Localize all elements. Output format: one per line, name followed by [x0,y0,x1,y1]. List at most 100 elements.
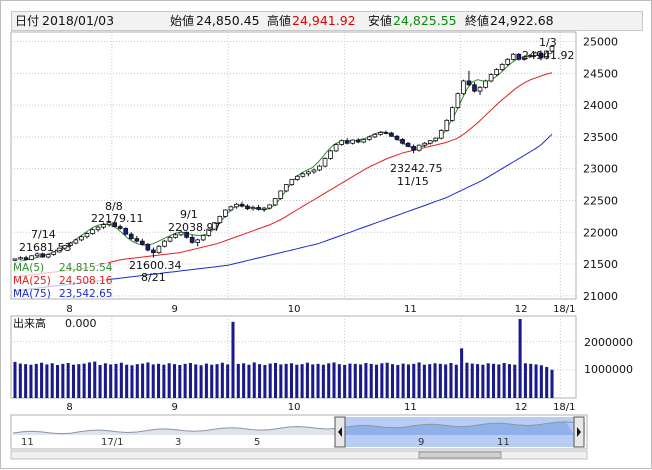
candle [256,204,261,211]
y-tick-21500: 21500 [583,258,618,271]
y-tick-22500: 22500 [583,194,618,207]
annotation-7-14-value: 21681.53 [19,241,72,254]
candle-body [339,140,344,145]
candle-body [239,203,245,207]
x-tick-18/1: 18/1 [553,304,575,315]
high-label: 高値 [267,14,292,28]
navigator-scrollbar-track[interactable] [10,450,588,460]
candle-body [416,144,422,151]
candle [533,51,538,57]
candle [217,215,223,224]
candle-body [84,233,90,238]
candle [544,50,549,60]
volume-bar [518,319,522,398]
volume-bar [401,363,405,398]
candle-body [178,231,184,236]
navigator-series [12,417,586,447]
candle-body [162,240,167,247]
candle-body [101,224,106,228]
candle [499,63,505,71]
candle [123,227,129,236]
candle [128,232,134,240]
volume-bar [236,363,240,398]
volume-bar [93,361,97,398]
volume-bar [40,362,44,398]
candle-body [106,222,112,226]
candle [306,170,311,177]
candle-body [95,226,101,231]
candle [466,70,472,87]
candle [521,55,527,61]
price-panel [10,31,577,300]
volume-bar [24,364,28,398]
chevron-left-icon [338,427,342,437]
volume-bar [433,363,437,398]
annotation-1-3-value: 24941.92 [522,49,575,62]
chevron-right-icon [577,427,581,437]
candle [29,255,34,261]
candle [405,141,411,148]
candle-body [173,234,178,238]
candle [261,206,267,212]
candle [23,255,29,261]
candle-body [283,184,289,192]
candle [372,133,378,139]
candle-body [151,249,156,253]
candle [112,221,117,228]
ohlc-header: 日付 2018/01/03 始値 24,850.45 高値 24,941.92 … [11,11,643,31]
volume-bar [481,364,485,398]
volume-bar [444,364,448,398]
candle-body [40,253,46,258]
candle-body [90,229,95,234]
navigator-right-handle[interactable] [573,416,585,448]
candle [400,138,405,145]
candle-body [145,243,151,251]
volume-bar [98,364,102,398]
x-tick-9: 9 [172,304,178,315]
volume-bar [268,363,272,398]
volume-bar [167,363,171,398]
volume-bar [279,364,283,398]
candle-body [206,228,212,236]
volume-bar [412,363,416,398]
volume-bar [534,364,538,398]
volume-bar [545,366,549,398]
candle-body [477,86,483,92]
volume-bar [103,363,107,398]
annotation-11-15-date: 11/15 [397,175,429,188]
navigator-scrollbar-thumb[interactable] [418,451,502,459]
candle-body [527,55,533,58]
open-label: 始値 [170,14,195,28]
candle-body [217,215,223,224]
volume-bar [130,365,134,398]
candle-body [433,137,439,142]
candle-body [438,130,444,139]
y-tick-25000: 25000 [583,36,618,49]
candle [239,201,245,208]
navigator-label-5: 5 [254,437,260,448]
volume-bar [18,363,22,398]
candle-body [411,146,416,151]
candle [18,256,23,261]
volume-x-axis: 8 9 10 11 12 18/1 [66,402,575,413]
candle-body [211,222,217,230]
navigator-left-handle[interactable] [334,416,346,448]
navigator-label-11: 11 [21,437,34,448]
candle-body [361,139,367,143]
candle-body [350,139,356,144]
candle [322,157,328,168]
candle [433,137,439,142]
candle-body [62,245,68,249]
volume-bar [396,364,400,398]
candle [289,178,295,186]
candle [117,224,123,230]
navigator-label-11b: 11 [497,437,510,448]
candle [101,222,106,230]
candle [156,244,162,254]
volume-bar [199,365,203,398]
candle [95,225,101,232]
volume-bar [162,364,166,398]
candle [278,190,284,200]
volume-bar [13,361,17,398]
volume-grid [11,316,576,398]
